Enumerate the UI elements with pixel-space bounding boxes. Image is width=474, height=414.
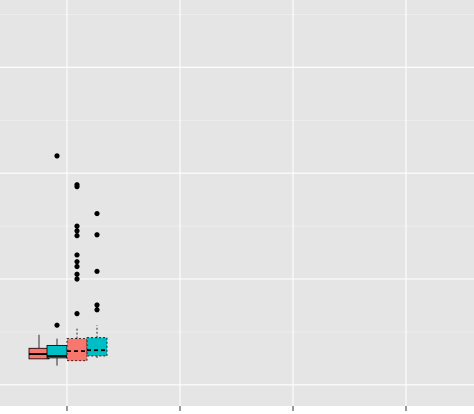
outlier-point <box>74 228 80 234</box>
x-axis-ticks <box>66 406 407 411</box>
outlier-point <box>74 271 80 277</box>
box-body <box>86 337 108 357</box>
outlier-point <box>74 233 80 239</box>
box <box>86 210 108 359</box>
box <box>66 182 88 362</box>
outlier-point <box>74 259 80 265</box>
outlier-point <box>94 302 100 308</box>
outlier-point <box>74 223 80 229</box>
outlier-point <box>94 210 100 217</box>
outlier-point <box>74 276 80 282</box>
outlier-point <box>74 311 80 317</box>
outlier-point <box>74 263 80 270</box>
outlier-point <box>74 182 80 188</box>
outlier-point <box>54 153 60 159</box>
outlier-point <box>94 232 100 238</box>
outlier-point <box>94 268 100 274</box>
box-marks <box>28 153 108 366</box>
box-body <box>66 338 88 362</box>
outlier-point <box>54 322 60 328</box>
outlier-point <box>94 307 100 313</box>
outlier-point <box>74 252 80 258</box>
